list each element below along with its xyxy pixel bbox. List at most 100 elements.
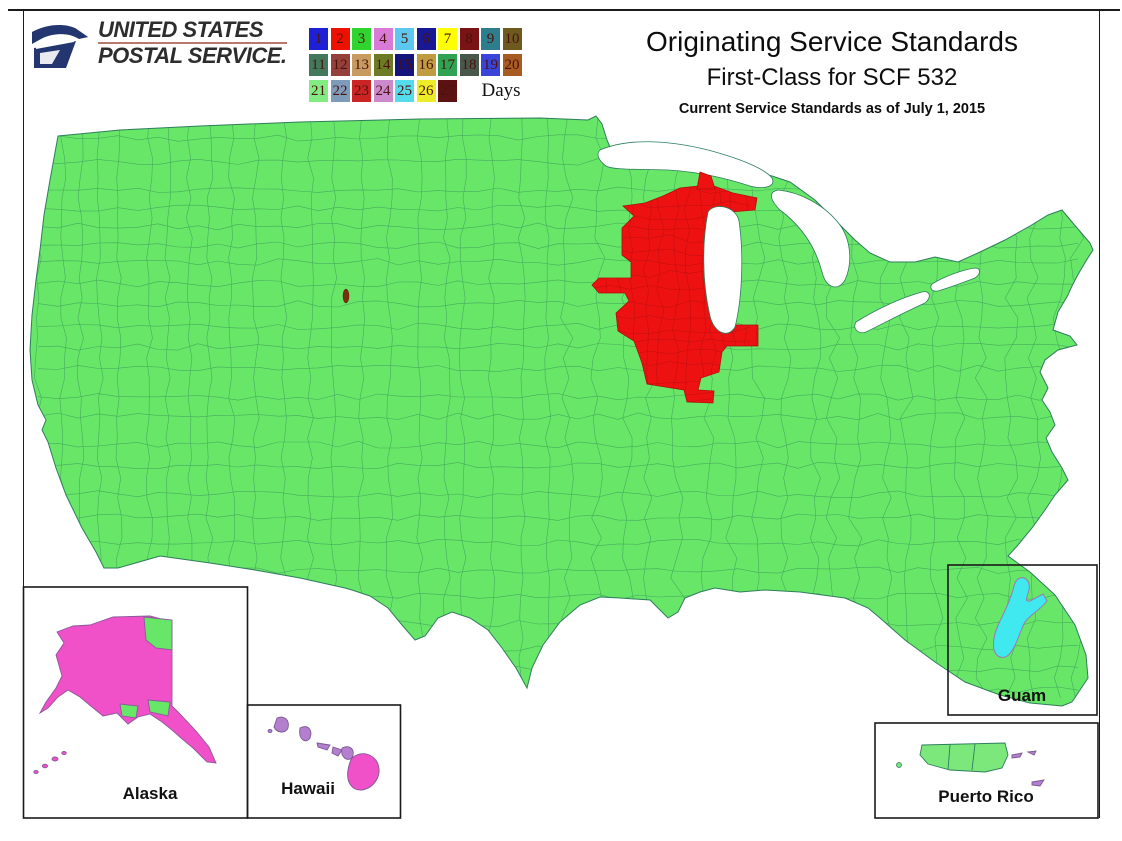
legend-day-number: 23 xyxy=(354,82,369,99)
alaska-green-zone xyxy=(143,616,173,651)
hawaii-island xyxy=(331,746,343,757)
legend-day-number: 12 xyxy=(332,56,348,73)
days-legend: 1 2 3 4 5 6 7 8 9 10 11 12 13 14 15 16 17 18 19 20 21 22 23 2… xyxy=(309,27,524,105)
legend-row-2: 11 12 13 14 15 16 17 18 19 20 xyxy=(309,53,524,76)
legend-day-swatch: 27 xyxy=(438,80,457,102)
usps-eagle-icon xyxy=(32,24,88,68)
legend-day-number: 24 xyxy=(375,82,391,99)
legend-day-swatch: 12 xyxy=(330,54,350,76)
puerto-rico-main-island xyxy=(919,742,1009,773)
legend-day-number: 27 xyxy=(440,82,455,99)
legend-day-number: 18 xyxy=(461,56,477,73)
lake-michigan xyxy=(703,206,743,334)
legend-day-swatch: 5 xyxy=(395,28,414,50)
puerto-rico-east-island xyxy=(1026,750,1037,756)
legend-day-number: 16 xyxy=(418,56,434,73)
legend-day-swatch: 26 xyxy=(416,80,436,102)
title-block: Originating Service Standards First-Clas… xyxy=(632,26,1032,117)
hawaii-shape xyxy=(267,716,380,791)
legend-day-number: 2 xyxy=(336,30,344,47)
legend-day-number: 7 xyxy=(443,30,452,47)
small-dark-zone xyxy=(342,288,350,304)
alaska-green-zone xyxy=(147,699,171,717)
alaska-label: Alaska xyxy=(122,784,178,803)
legend-day-swatch: 14 xyxy=(373,54,393,76)
usps-logo: UNITED STATES POSTAL SERVICE. xyxy=(30,18,287,70)
hawaii-label: Hawaii xyxy=(281,779,335,798)
legend-day-number: 15 xyxy=(397,56,412,73)
legend-day-swatch: 10 xyxy=(502,28,522,50)
lake-huron xyxy=(771,189,851,288)
legend-day-number: 19 xyxy=(483,56,498,73)
red-zone-keweenaw-tab xyxy=(696,171,716,190)
aleutian-island xyxy=(61,750,67,756)
legend-row-3: 21 22 23 24 25 26 27 Days xyxy=(309,79,524,102)
legend-day-number: 8 xyxy=(465,30,473,47)
guam-shape xyxy=(993,577,1048,658)
great-lakes xyxy=(597,141,980,334)
legend-day-swatch: 1 xyxy=(309,28,328,50)
hawaii-island xyxy=(341,746,354,760)
legend-day-number: 9 xyxy=(486,30,495,47)
legend-day-swatch: 4 xyxy=(373,28,393,50)
legend-day-swatch: 25 xyxy=(395,80,414,102)
legend-day-number: 14 xyxy=(375,56,391,73)
hawaii-inset-box xyxy=(246,704,402,819)
lake-superior xyxy=(597,141,774,188)
hawaii-island xyxy=(316,742,331,751)
hawaii-big-island xyxy=(347,753,380,791)
page-subtitle: First-Class for SCF 532 xyxy=(706,64,958,91)
hawaii-island xyxy=(273,716,289,733)
legend-day-number: 25 xyxy=(397,82,412,99)
page-title: Originating Service Standards xyxy=(646,26,1018,57)
legend-day-swatch: 9 xyxy=(481,28,500,50)
hawaii-island xyxy=(299,726,312,742)
puerto-rico-islet xyxy=(896,762,902,768)
legend-day-swatch: 24 xyxy=(373,80,393,102)
legend-days-label: Days xyxy=(481,80,521,101)
legend-day-swatch: 13 xyxy=(352,54,371,76)
legend-day-swatch: 15 xyxy=(395,54,414,76)
legend-day-number: 11 xyxy=(311,56,326,73)
legend-day-swatch: 16 xyxy=(416,54,436,76)
legend-day-swatch: 22 xyxy=(330,80,350,102)
legend-day-swatch: 3 xyxy=(352,28,371,50)
legend-day-swatch: 18 xyxy=(459,54,479,76)
usps-logo-text: UNITED STATES POSTAL SERVICE. xyxy=(98,18,287,67)
alaska-green-zone xyxy=(119,703,139,719)
usps-logo-line2: POSTAL SERVICE. xyxy=(98,43,287,68)
legend-day-number: 22 xyxy=(332,82,348,99)
legend-day-number: 4 xyxy=(379,30,387,47)
aleutian-island xyxy=(33,769,39,775)
alaska-inset-box xyxy=(22,586,249,819)
legend-day-number: 3 xyxy=(357,30,366,47)
legend-day-number: 10 xyxy=(504,30,520,47)
page-frame xyxy=(23,10,1100,818)
legend-day-number: 13 xyxy=(354,56,369,73)
legend-day-swatch: 2 xyxy=(330,28,350,50)
aleutian-island xyxy=(51,756,59,762)
legend-day-number: 17 xyxy=(440,56,455,73)
usps-logo-line1: UNITED STATES xyxy=(98,18,287,44)
puerto-rico-east-island xyxy=(1031,779,1045,787)
legend-day-number: 6 xyxy=(422,30,430,47)
legend-day-number: 26 xyxy=(418,82,434,99)
legend-day-swatch: 20 xyxy=(502,54,522,76)
legend-day-swatch: 21 xyxy=(309,80,328,102)
alaska-shape xyxy=(33,615,217,775)
legend-day-swatch: 6 xyxy=(416,28,436,50)
aleutian-island xyxy=(41,763,49,769)
legend-day-number: 21 xyxy=(311,82,326,99)
legend-day-swatch: 19 xyxy=(481,54,500,76)
puerto-rico-east-island xyxy=(1011,752,1023,759)
legend-day-swatch: 7 xyxy=(438,28,457,50)
standards-date-note: Current Service Standards as of July 1, … xyxy=(678,101,986,117)
legend-day-number: 5 xyxy=(400,30,409,47)
top-rule xyxy=(8,9,1120,11)
puerto-rico-inset-box xyxy=(874,722,1099,819)
hawaii-island xyxy=(267,728,273,734)
lake-erie xyxy=(854,291,930,334)
legend-day-number: 1 xyxy=(314,30,323,47)
